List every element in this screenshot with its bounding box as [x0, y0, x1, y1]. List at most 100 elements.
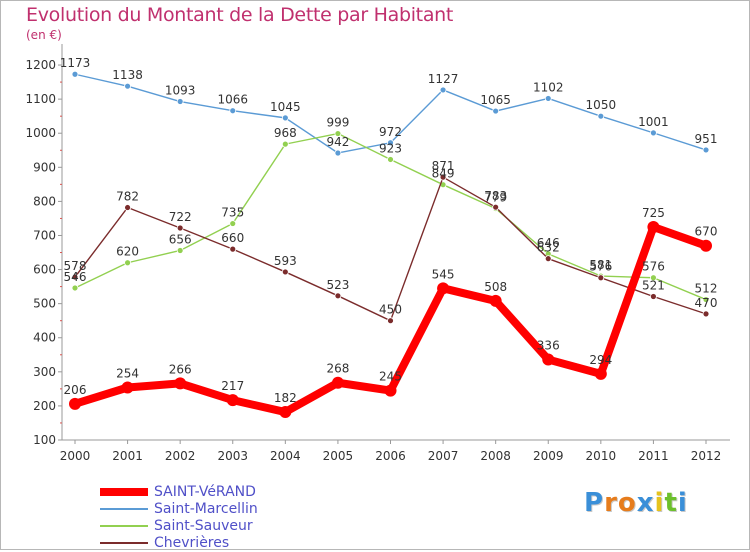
logo-letter: o: [617, 488, 637, 518]
legend-label: Chevrières: [154, 535, 230, 551]
data-point: [702, 146, 710, 154]
y-tick-label: 600: [33, 263, 56, 277]
data-point: [437, 282, 450, 295]
data-point: [597, 274, 605, 282]
x-tick-label: 2001: [112, 449, 143, 463]
data-label: 735: [221, 206, 244, 220]
data-label: 783: [484, 189, 507, 203]
data-label: 1066: [217, 93, 248, 107]
axes: 100 200 300 400 500 600 700 800 900 1000 1100 1200 2…: [25, 44, 730, 463]
data-label: 217: [221, 379, 244, 393]
data-point: [542, 353, 555, 366]
data-point: [229, 220, 237, 227]
data-label: 849: [432, 167, 455, 181]
logo-letter: i: [654, 488, 665, 518]
data-label: 546: [64, 270, 87, 284]
x-tick-label: 2007: [428, 449, 459, 463]
data-point: [597, 112, 605, 120]
x-tick-label: 2004: [270, 449, 301, 463]
data-label: 1173: [60, 56, 91, 70]
data-label: 999: [326, 116, 349, 130]
data-point: [281, 140, 289, 148]
data-point: [331, 376, 344, 389]
data-label: 450: [379, 303, 402, 317]
data-label: 578: [64, 259, 87, 273]
x-tick-label: 2011: [638, 449, 669, 463]
data-label: 1102: [533, 80, 564, 94]
data-label: 620: [116, 245, 139, 259]
x-tick-label: 2003: [217, 449, 248, 463]
legend-label: Saint-Sauveur: [154, 518, 253, 534]
data-point: [226, 394, 239, 407]
data-point: [702, 310, 710, 318]
x-tick-label: 2010: [586, 449, 617, 463]
data-label: 523: [326, 278, 349, 292]
data-point: [281, 268, 289, 276]
data-point: [387, 139, 394, 147]
data-label: 660: [221, 231, 244, 245]
y-tick-label: 1200: [25, 58, 56, 72]
data-label: 581: [589, 258, 612, 272]
y-tick-label: 1000: [25, 126, 56, 140]
data-point: [124, 82, 131, 90]
data-point: [594, 367, 607, 380]
y-tick-label: 400: [33, 331, 56, 345]
data-label: 182: [274, 391, 297, 405]
y-tick-label: 800: [33, 194, 56, 208]
data-point: [124, 259, 131, 267]
data-label: 1138: [112, 68, 143, 82]
data-label: 245: [379, 370, 402, 384]
data-point: [229, 107, 237, 115]
data-point: [176, 98, 184, 105]
data-label: 656: [169, 232, 192, 246]
data-point: [334, 149, 342, 157]
data-label: 508: [484, 280, 507, 294]
data-point: [229, 245, 237, 253]
data-label: 782: [116, 190, 139, 204]
legend-swatch: [100, 525, 148, 527]
data-label: 521: [642, 278, 665, 292]
data-label: 871: [432, 159, 455, 173]
data-point: [174, 377, 187, 390]
data-label: 1065: [480, 93, 511, 107]
x-tick-label: 2002: [165, 449, 196, 463]
legend-label: Saint-Marcellin: [154, 501, 258, 517]
data-label: 268: [326, 362, 349, 376]
y-tick-label: 500: [33, 297, 56, 311]
data-point: [492, 203, 500, 211]
data-label: 266: [169, 362, 192, 376]
y-tick-label: 900: [33, 160, 56, 174]
data-point: [384, 384, 397, 397]
data-label: 968: [274, 126, 297, 140]
data-point: [700, 239, 712, 252]
data-label: 951: [695, 132, 718, 146]
data-point: [544, 255, 552, 263]
data-label: 725: [642, 206, 665, 220]
data-label: 670: [695, 225, 718, 239]
data-point: [334, 292, 342, 300]
legend-swatch: [100, 488, 148, 496]
data-label: 512: [695, 282, 718, 296]
logo-letter: i: [677, 488, 688, 518]
data-label: 336: [537, 339, 560, 353]
data-label: 1093: [165, 84, 196, 98]
series-line-4: [74, 176, 707, 322]
logo-letter: r: [604, 488, 618, 518]
data-label: 942: [326, 135, 349, 149]
data-point: [176, 224, 184, 232]
data-label: 923: [379, 141, 402, 155]
data-point: [544, 95, 552, 102]
data-point: [439, 173, 447, 181]
data-point: [647, 220, 660, 233]
x-tick-label: 2009: [533, 449, 564, 463]
legend-swatch: [100, 508, 148, 510]
data-point: [650, 274, 657, 282]
logo-letter: P: [584, 488, 605, 518]
x-tick-label: 2006: [375, 449, 406, 463]
data-point: [702, 296, 710, 303]
data-point: [69, 397, 81, 410]
data-point: [279, 406, 292, 419]
data-label: 206: [64, 383, 87, 397]
data-label: 254: [116, 367, 139, 381]
data-point: [281, 114, 289, 122]
